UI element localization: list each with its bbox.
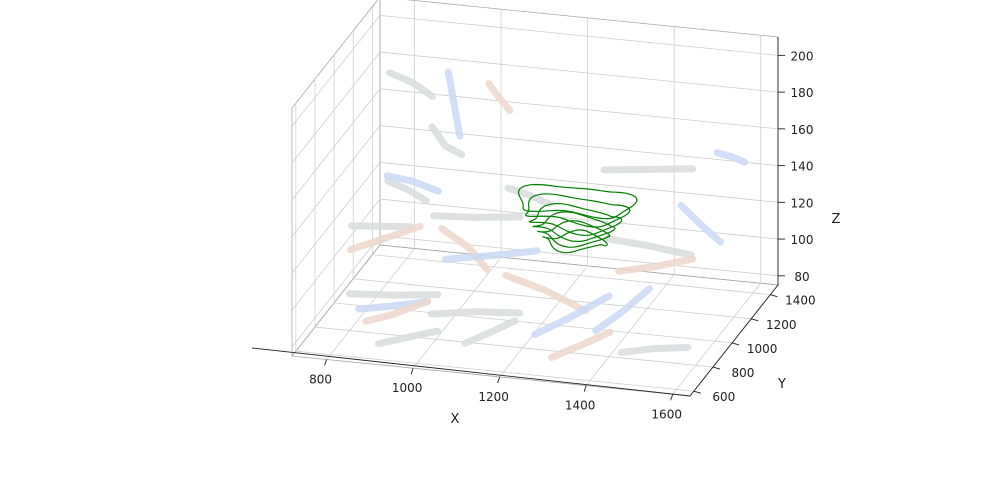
y-tick-label: 1400 xyxy=(785,294,816,308)
z-tick-label: 180 xyxy=(791,86,814,100)
x-grid-floor-3 xyxy=(585,274,675,386)
x-grid-floor-4 xyxy=(672,283,762,395)
tube-18 xyxy=(600,165,697,174)
y-tick-label: 600 xyxy=(712,390,735,404)
tube-5 xyxy=(383,172,442,195)
tube-0 xyxy=(386,69,436,100)
tube-10 xyxy=(442,247,541,263)
z-tick-label: 80 xyxy=(794,270,809,284)
z-tick-label: 160 xyxy=(791,123,814,137)
y-tick-label: 800 xyxy=(732,366,755,380)
tube-4 xyxy=(384,177,430,205)
tube-26 xyxy=(375,327,442,348)
x-tick-4 xyxy=(670,394,674,401)
label-group: X Y Z xyxy=(451,212,841,427)
tube-22 xyxy=(617,343,692,356)
x-tick-1 xyxy=(410,368,414,375)
z-grid-back-5 xyxy=(379,51,779,93)
side-pane xyxy=(291,0,381,358)
contour-3 xyxy=(532,211,616,243)
tube-3 xyxy=(485,80,514,115)
tube-24 xyxy=(713,149,749,166)
x-tick-label: 1000 xyxy=(392,381,423,395)
z-grid-side-0 xyxy=(291,235,381,348)
x-tick-label: 1200 xyxy=(478,390,509,404)
tube-14 xyxy=(362,297,432,325)
tube-1 xyxy=(444,68,464,140)
y-grid-floor-4 xyxy=(372,254,771,296)
z-grid-side-4 xyxy=(291,88,381,201)
x-tick-label: 800 xyxy=(309,372,332,386)
tube-27 xyxy=(677,201,724,246)
x-axis-label: X xyxy=(451,412,460,427)
tube-25 xyxy=(461,317,519,347)
z-tick-label: 100 xyxy=(791,233,814,247)
tube-8 xyxy=(430,212,524,221)
tube-12 xyxy=(346,290,442,299)
y-axis-line xyxy=(689,284,779,397)
contour-0 xyxy=(517,183,638,220)
tube-20 xyxy=(615,255,697,275)
y-tick-label: 1200 xyxy=(766,318,797,332)
z-grid-side-1 xyxy=(291,198,381,311)
y-tick-2 xyxy=(731,342,740,346)
tube-7 xyxy=(347,222,424,254)
y-grid-floor-0 xyxy=(295,350,694,392)
x-tick-label: 1400 xyxy=(565,399,596,413)
x-grid-floor-2 xyxy=(499,265,588,378)
tube-17 xyxy=(531,292,613,339)
z-grid-side-6 xyxy=(291,15,381,127)
tube-23 xyxy=(548,328,614,361)
x-axis-line xyxy=(251,347,691,397)
tube-2 xyxy=(428,123,466,159)
y-tick-0 xyxy=(693,390,701,394)
contour-2 xyxy=(528,202,623,237)
y-tick-1 xyxy=(712,366,721,370)
y-axis-label: Y xyxy=(777,377,786,392)
tube-21 xyxy=(592,285,653,334)
x-tick-0 xyxy=(324,359,328,366)
tube-group xyxy=(346,68,749,361)
tube-16 xyxy=(502,271,590,315)
z-grid-back-3 xyxy=(379,125,779,166)
contour-4 xyxy=(537,220,611,248)
z-grid-back-4 xyxy=(379,88,779,130)
z-tick-label: 120 xyxy=(791,196,814,210)
contour-5 xyxy=(542,229,608,254)
z-tick-label: 140 xyxy=(791,160,814,174)
z-axis-label: Z xyxy=(832,212,841,227)
x-grid-floor-0 xyxy=(326,248,415,360)
tube-6 xyxy=(347,222,414,231)
z-grid-back-0 xyxy=(379,235,779,277)
z-tick-label: 200 xyxy=(791,49,814,63)
y-tick-3 xyxy=(751,318,759,322)
axes-group: 800 1000 1200 1400 1600 600 800 1000 1200 1400 80 1… xyxy=(251,37,816,421)
y-grid-floor-1 xyxy=(314,326,713,368)
z-grid-back-6 xyxy=(379,14,779,56)
y-tick-4 xyxy=(770,294,778,298)
z-grid-side-2 xyxy=(291,162,381,274)
z-grid-side-5 xyxy=(291,51,381,164)
x-tick-3 xyxy=(583,385,587,392)
tube-15 xyxy=(427,308,524,318)
contour-1 xyxy=(524,193,631,228)
tube-11 xyxy=(504,184,553,208)
x-tick-2 xyxy=(497,376,501,384)
y-grid-floor-3 xyxy=(353,278,752,320)
tube-9 xyxy=(438,224,491,274)
x-tick-label: 1600 xyxy=(651,407,682,421)
y-tick-label: 1000 xyxy=(747,342,778,356)
contour-group xyxy=(517,183,638,254)
z-grid-back-2 xyxy=(379,161,779,203)
z-grid-side-3 xyxy=(291,125,381,237)
tube-19 xyxy=(603,235,695,259)
